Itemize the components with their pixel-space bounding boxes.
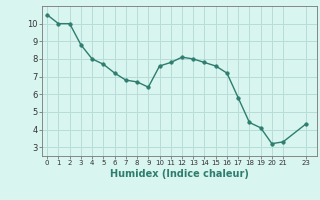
X-axis label: Humidex (Indice chaleur): Humidex (Indice chaleur): [110, 169, 249, 179]
